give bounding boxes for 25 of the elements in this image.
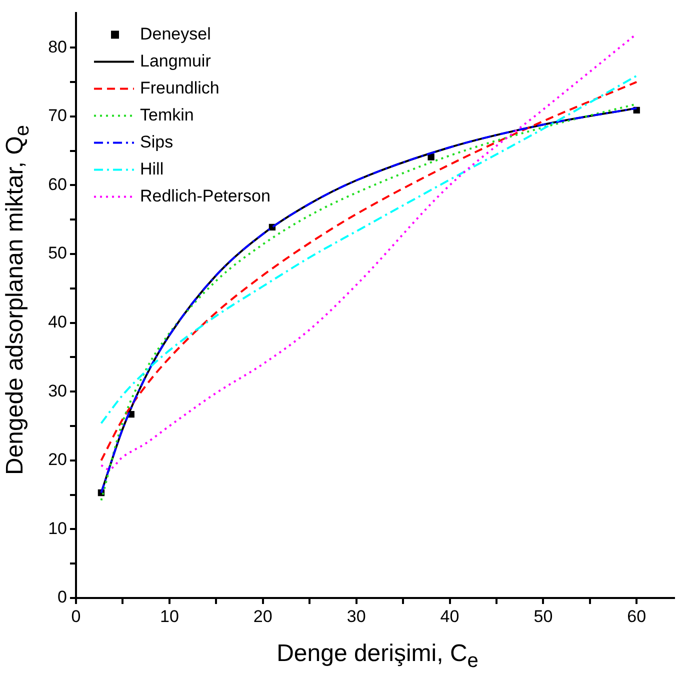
x-tick-label: 40 — [440, 606, 460, 626]
legend-label: Sips — [140, 132, 174, 152]
legend-label: Redlich-Peterson — [140, 186, 270, 206]
y-tick-label: 60 — [48, 174, 67, 194]
legend-label: Hill — [140, 159, 164, 178]
legend-label: Langmuir — [140, 51, 212, 70]
y-tick-label: 20 — [48, 450, 67, 470]
y-tick-label: 40 — [48, 312, 67, 332]
x-tick-label: 60 — [627, 606, 646, 626]
y-tick-label: 50 — [48, 244, 67, 263]
legend-label: Temkin — [140, 105, 194, 124]
y-tick-label: 10 — [48, 518, 67, 538]
x-tick-label: 20 — [253, 606, 272, 626]
legend-label: Deneysel — [140, 24, 211, 44]
y-tick-label: 70 — [48, 106, 67, 126]
y-tick-label: 30 — [48, 381, 67, 400]
x-tick-label: 10 — [160, 606, 179, 626]
legend-label: Freundlich — [140, 78, 220, 98]
x-tick-label: 30 — [346, 606, 366, 626]
x-tick-label: 50 — [534, 606, 553, 626]
x-axis-title: Denge derişimi, C$_{e}$ — [276, 640, 480, 673]
point — [428, 154, 434, 160]
y-tick-label: 80 — [48, 37, 67, 56]
x-tick-label: 0 — [71, 606, 81, 626]
y-tick-label: 0 — [58, 588, 67, 607]
